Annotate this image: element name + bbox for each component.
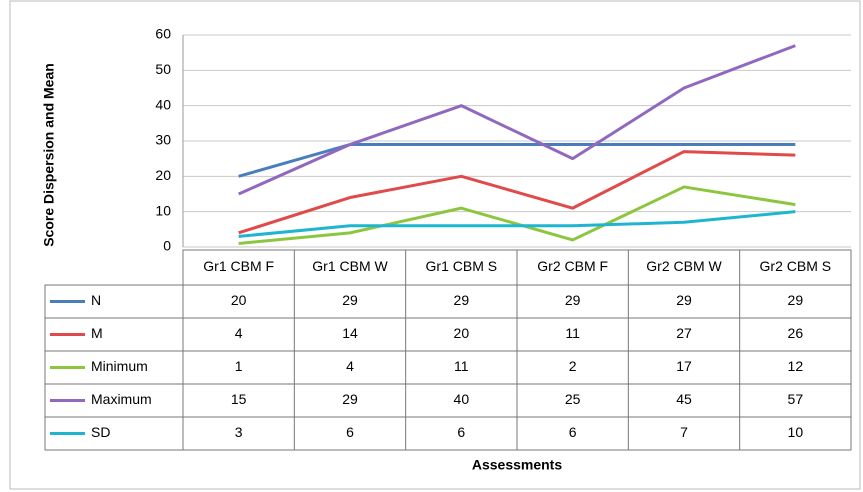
- table-cell: 2: [569, 358, 577, 374]
- y-tick-label: 40: [155, 96, 171, 112]
- table-cell: 4: [235, 325, 243, 341]
- table-cell: 29: [342, 292, 358, 308]
- table-cell: 25: [565, 391, 581, 407]
- table-cell: 6: [569, 424, 577, 440]
- legend-label: M: [91, 325, 103, 341]
- y-tick-label: 30: [155, 132, 171, 148]
- table-cell: 14: [342, 325, 358, 341]
- y-axis-label: Score Dispersion and Mean: [41, 63, 57, 247]
- legend-label: N: [91, 292, 101, 308]
- table-cell: 3: [235, 424, 243, 440]
- table-cell: 11: [454, 358, 469, 374]
- table-cell: 27: [676, 325, 692, 341]
- chart-border: [9, 0, 861, 490]
- series-line: [238, 185, 796, 245]
- table-cell: 6: [346, 424, 354, 440]
- table-cell: 29: [454, 292, 470, 308]
- y-tick-label: 50: [155, 61, 171, 77]
- table-cell: 20: [454, 325, 470, 341]
- table-cell: 57: [788, 391, 804, 407]
- table-cell: 6: [457, 424, 465, 440]
- table-cell: 20: [231, 292, 247, 308]
- table-cell: 15: [231, 391, 247, 407]
- table-cell: 29: [676, 292, 692, 308]
- table-cell: 40: [454, 391, 470, 407]
- table-cell: 29: [342, 391, 358, 407]
- x-tick-label: Gr1 CBM W: [312, 258, 388, 274]
- table-cell: 45: [676, 391, 692, 407]
- legend-label: Minimum: [91, 358, 148, 374]
- table-cell: 29: [565, 292, 581, 308]
- x-tick-label: Gr2 CBM F: [537, 258, 608, 274]
- table-cell: 26: [788, 325, 804, 341]
- table-cell: 10: [788, 424, 804, 440]
- y-tick-label: 20: [155, 167, 171, 183]
- x-axis-label: Assessments: [472, 457, 562, 473]
- x-tick-label: Gr2 CBM S: [760, 258, 832, 274]
- table-cell: 12: [788, 358, 804, 374]
- table-cell: 1: [235, 358, 243, 374]
- x-tick-label: Gr1 CBM S: [426, 258, 498, 274]
- series-line: [238, 143, 796, 178]
- x-tick-label: Gr2 CBM W: [646, 258, 722, 274]
- y-tick-label: 10: [155, 202, 171, 218]
- series-line: [238, 210, 796, 238]
- table-cell: 29: [788, 292, 804, 308]
- series-line: [238, 150, 796, 235]
- table-cell: 17: [676, 358, 692, 374]
- table-cell: 11: [565, 325, 580, 341]
- legend-label: Maximum: [91, 391, 152, 407]
- y-tick-label: 0: [163, 238, 171, 254]
- series-line: [238, 44, 796, 196]
- table-cell: 7: [680, 424, 688, 440]
- legend-label: SD: [91, 424, 110, 440]
- y-tick-label: 60: [155, 26, 171, 42]
- x-tick-label: Gr1 CBM F: [203, 258, 274, 274]
- table-cell: 4: [346, 358, 354, 374]
